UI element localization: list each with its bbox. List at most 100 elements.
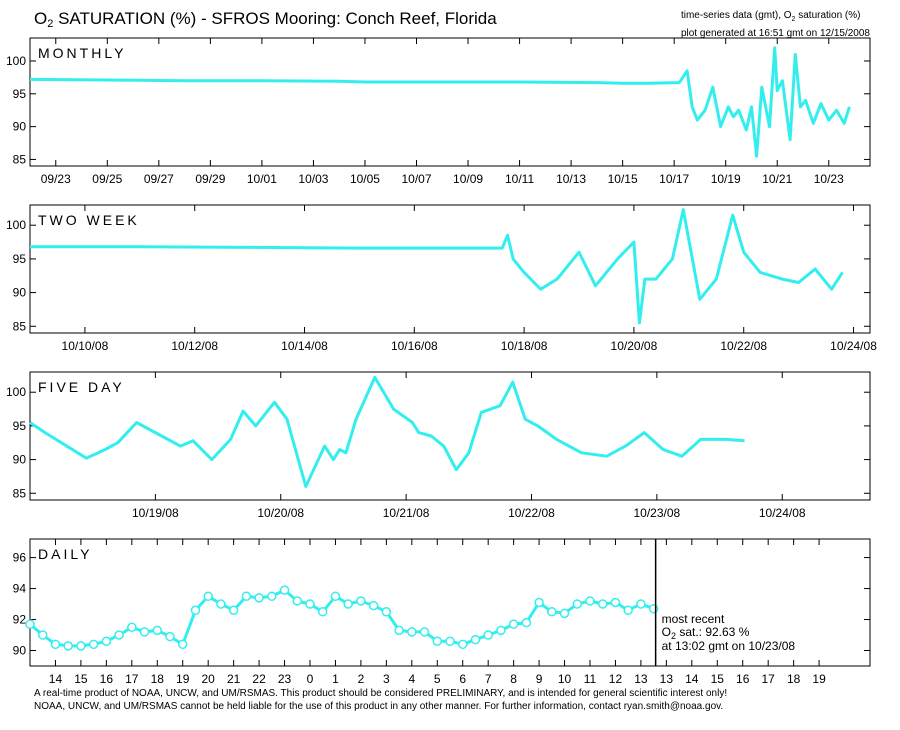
x-tick-label: 10/23/08 bbox=[634, 506, 681, 520]
most-recent-label: most recent bbox=[662, 612, 725, 626]
x-tick-label: 16 bbox=[736, 672, 750, 686]
data-point bbox=[241, 591, 252, 602]
data-point bbox=[279, 585, 290, 595]
y-tick-label: 92 bbox=[13, 613, 27, 627]
x-tick-label: 10/03 bbox=[298, 172, 328, 186]
data-point bbox=[165, 631, 175, 642]
data-point bbox=[445, 636, 455, 646]
data-point bbox=[623, 605, 633, 615]
y-tick-label: 95 bbox=[13, 87, 27, 101]
data-point bbox=[216, 599, 226, 609]
data-point bbox=[496, 625, 506, 636]
y-tick-label: 85 bbox=[13, 319, 27, 333]
data-point bbox=[203, 591, 213, 602]
plot-metadata: time-series data (gmt), O2 saturation (%… bbox=[681, 9, 870, 41]
x-tick-label: 10/23 bbox=[814, 172, 844, 186]
data-point bbox=[648, 603, 659, 614]
x-tick-label: 6 bbox=[459, 672, 466, 686]
data-point bbox=[368, 600, 379, 611]
data-point bbox=[508, 619, 519, 629]
x-tick-label: 3 bbox=[383, 672, 390, 686]
most-recent-time: at 13:02 gmt on 10/23/08 bbox=[662, 639, 796, 653]
x-tick-label: 15 bbox=[711, 672, 725, 686]
data-point bbox=[190, 605, 201, 615]
data-point bbox=[88, 639, 99, 650]
data-point bbox=[127, 622, 137, 633]
x-tick-label: 5 bbox=[434, 672, 441, 686]
data-point bbox=[585, 596, 595, 606]
x-tick-label: 19 bbox=[176, 672, 190, 686]
panel-label: FIVE DAY bbox=[38, 379, 125, 395]
data-point bbox=[432, 636, 443, 646]
data-point bbox=[636, 599, 646, 609]
panel-frame bbox=[29, 204, 871, 334]
data-point bbox=[381, 607, 392, 617]
metadata-line-2: plot generated at 16:51 gmt on 12/15/200… bbox=[680, 28, 870, 39]
series-line bbox=[29, 375, 745, 488]
y-tick-label: 96 bbox=[13, 551, 27, 565]
data-point bbox=[152, 625, 163, 636]
x-tick-label: 10/20/08 bbox=[257, 506, 304, 520]
data-point bbox=[407, 627, 417, 637]
x-tick-label: 2 bbox=[358, 672, 365, 686]
x-tick-label: 10/05 bbox=[350, 172, 380, 186]
y-tick-label: 90 bbox=[13, 644, 27, 658]
x-tick-label: 10/09 bbox=[453, 172, 483, 186]
footer-line-1: A real-time product of NOAA, UNCW, and U… bbox=[34, 688, 728, 699]
x-tick-label: 1 bbox=[332, 672, 339, 686]
footer-disclaimer: A real-time product of NOAA, UNCW, and U… bbox=[34, 687, 727, 713]
x-tick-label: 7 bbox=[485, 672, 492, 686]
data-point bbox=[267, 591, 277, 602]
data-point bbox=[534, 597, 544, 608]
x-tick-label: 10/13 bbox=[556, 172, 586, 186]
most-recent-value: O2 sat.: 92.63 % bbox=[662, 625, 750, 641]
y-tick-label: 100 bbox=[6, 54, 26, 68]
x-tick-label: 10/14/08 bbox=[281, 339, 328, 353]
y-tick-label: 100 bbox=[6, 385, 26, 399]
x-tick-label: 10/21/08 bbox=[383, 506, 430, 520]
data-point bbox=[114, 630, 124, 640]
data-point bbox=[597, 599, 608, 609]
data-point bbox=[394, 625, 404, 636]
data-point bbox=[343, 599, 353, 609]
x-tick-label: 10/11 bbox=[505, 172, 534, 186]
data-point bbox=[483, 630, 493, 640]
y-tick-label: 100 bbox=[6, 218, 26, 232]
x-tick-label: 9 bbox=[536, 672, 543, 686]
data-point bbox=[610, 597, 621, 608]
y-tick-label: 90 bbox=[13, 120, 27, 134]
data-point bbox=[50, 639, 61, 650]
panel-frame bbox=[29, 371, 871, 501]
data-point bbox=[547, 607, 557, 617]
x-tick-label: 10/19 bbox=[711, 172, 741, 186]
x-tick-label: 10/22/08 bbox=[720, 339, 767, 353]
x-tick-label: 10/17 bbox=[659, 172, 689, 186]
y-tick-label: 90 bbox=[13, 286, 27, 300]
x-tick-label: 11 bbox=[584, 672, 597, 686]
x-tick-label: 10/24/08 bbox=[759, 506, 806, 520]
x-tick-label: 8 bbox=[510, 672, 517, 686]
data-point bbox=[177, 639, 188, 650]
data-point bbox=[139, 627, 150, 637]
x-tick-label: 18 bbox=[787, 672, 801, 686]
x-tick-label: 10/18/08 bbox=[501, 339, 548, 353]
panel-frame bbox=[29, 538, 871, 667]
x-tick-label: 15 bbox=[74, 672, 88, 686]
x-tick-label: 10/12/08 bbox=[171, 339, 218, 353]
x-tick-label: 0 bbox=[307, 672, 314, 686]
data-point bbox=[254, 593, 264, 603]
x-tick-label: 18 bbox=[151, 672, 165, 686]
panel-label: MONTHLY bbox=[38, 45, 126, 61]
x-tick-label: 10/22/08 bbox=[508, 506, 555, 520]
x-tick-label: 09/25 bbox=[92, 172, 122, 186]
y-tick-label: 95 bbox=[13, 252, 27, 266]
x-tick-label: 13 bbox=[634, 672, 648, 686]
data-point bbox=[63, 641, 73, 651]
data-point bbox=[559, 608, 570, 619]
x-tick-label: 10/19/08 bbox=[132, 506, 179, 520]
x-tick-label: 14 bbox=[49, 672, 63, 686]
x-tick-label: 23 bbox=[278, 672, 292, 686]
data-point bbox=[317, 607, 328, 617]
x-tick-label: 20 bbox=[202, 672, 216, 686]
